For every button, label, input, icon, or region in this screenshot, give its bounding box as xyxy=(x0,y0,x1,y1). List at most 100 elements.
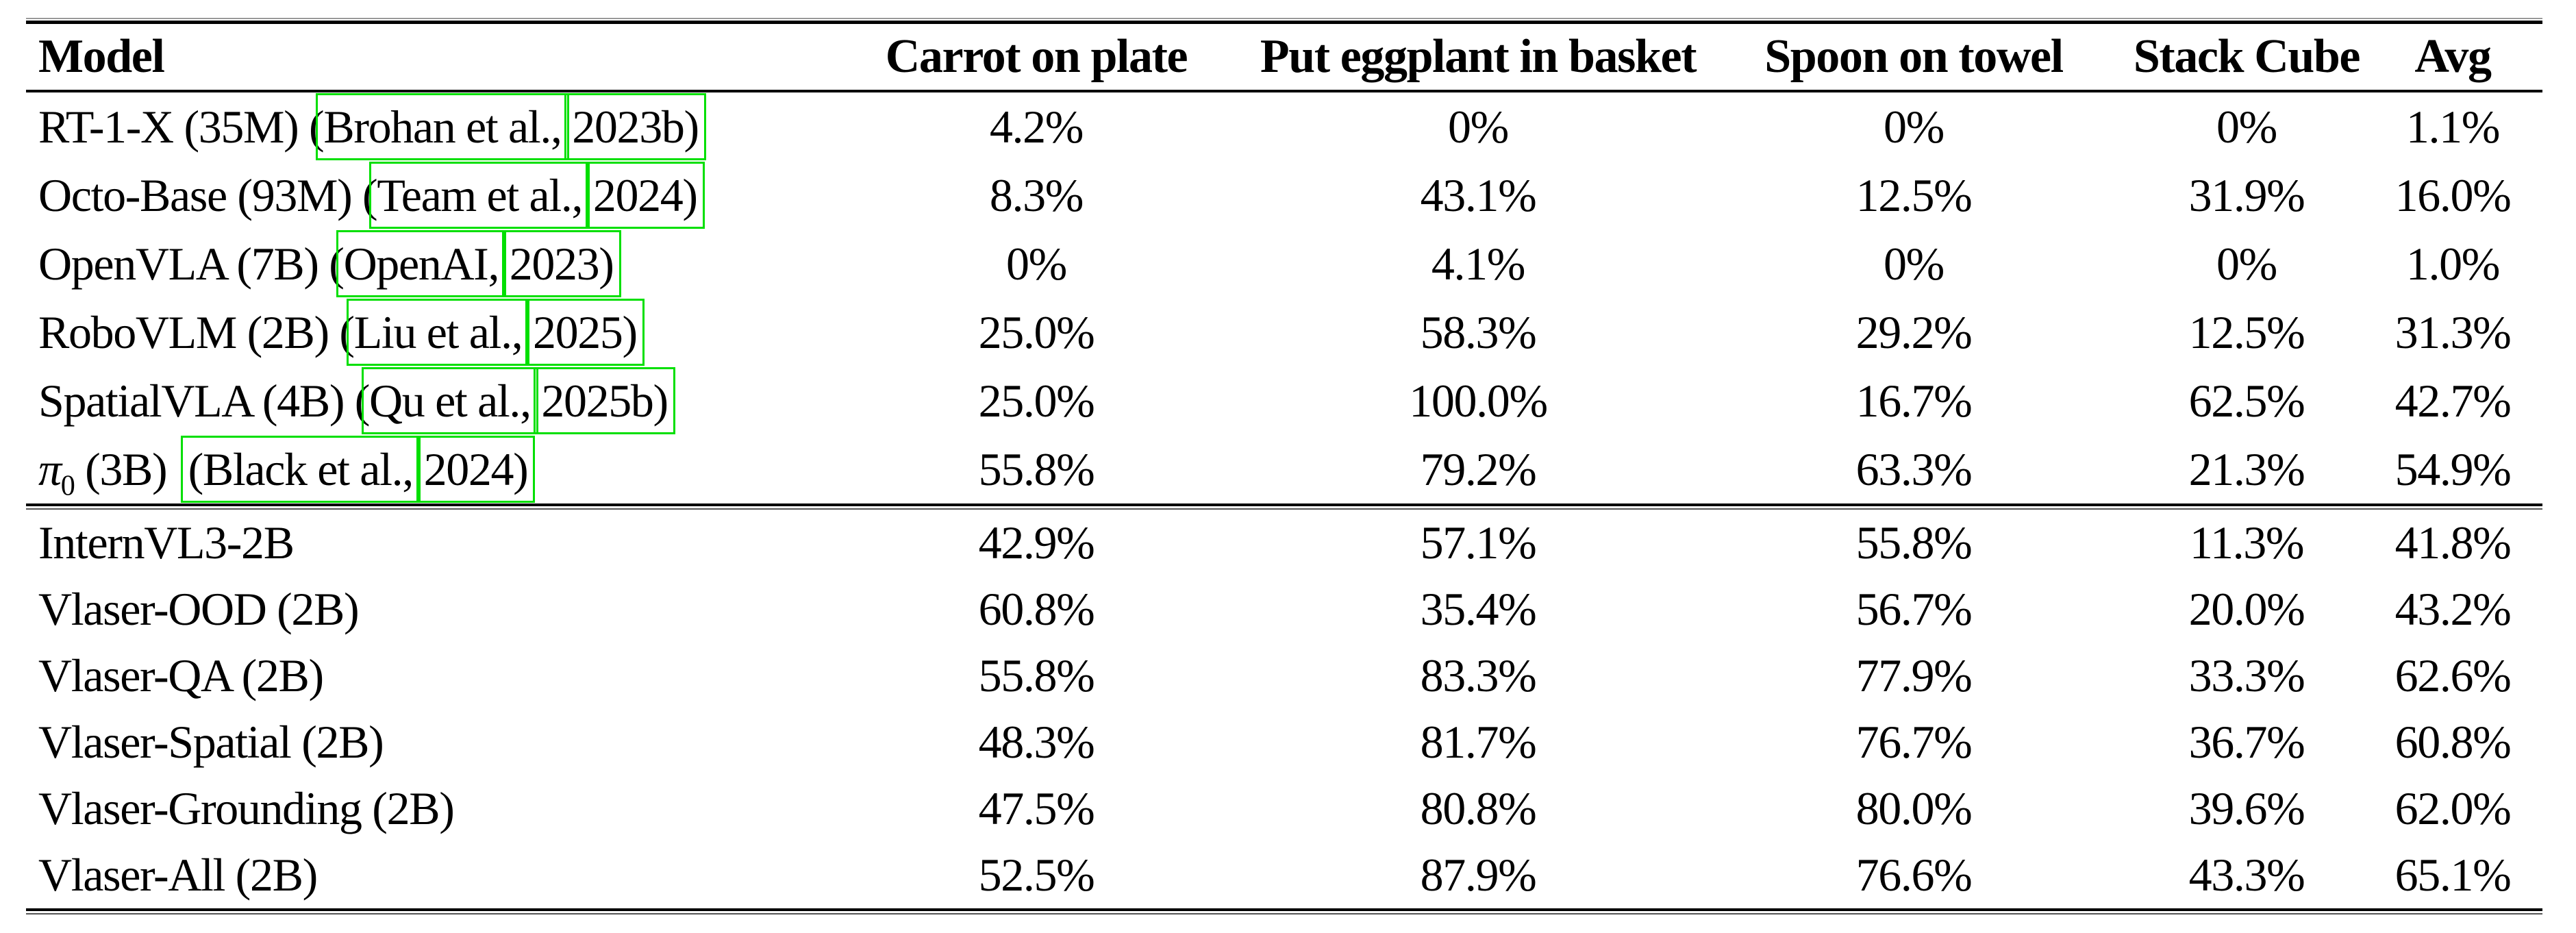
baseline-models-table: RT-1-X (35M) (Brohan et al., 2023b) 4.2%… xyxy=(26,92,2542,503)
header-row: Model Carrot on plate Put eggplant in ba… xyxy=(26,24,2542,90)
citation-year-link[interactable]: 2024) xyxy=(416,435,536,503)
model-name: π xyxy=(38,443,62,495)
citation-year-link[interactable]: 2023b) xyxy=(564,92,706,160)
model-cell: RoboVLM (2B) (Liu et al., 2025) xyxy=(38,298,645,366)
value-cell: 0% xyxy=(1884,100,1944,153)
value-cell: 0% xyxy=(1006,237,1067,290)
table-row: OpenVLA (7B) (OpenAI, 2023) 0% 4.1% 0% 0… xyxy=(26,229,2542,298)
model-cell: RT-1-X (35M) (Brohan et al., 2023b) xyxy=(38,92,706,160)
table-row: Octo-Base (93M) (Team et al., 2024) 8.3%… xyxy=(26,161,2542,229)
table-row: RoboVLM (2B) (Liu et al., 2025) 25.0% 58… xyxy=(26,298,2542,366)
column-header-stack-cube: Stack Cube xyxy=(2133,30,2361,83)
citation-year-link[interactable]: 2023) xyxy=(501,229,621,297)
vlaser-models-table: InternVL3-2B 42.9% 57.1% 55.8% 11.3% 41.… xyxy=(26,510,2542,908)
value-cell: 16.7% xyxy=(1855,374,1973,427)
model-name: Vlaser-All (2B) xyxy=(38,849,318,901)
column-header-put-eggplant-in-basket: Put eggplant in basket xyxy=(1260,30,1697,83)
table-row: RT-1-X (35M) (Brohan et al., 2023b) 4.2%… xyxy=(26,92,2542,161)
table-row: Vlaser-QA (2B) 55.8% 83.3% 77.9% 33.3% 6… xyxy=(26,643,2542,709)
citation-year-link[interactable]: 2025) xyxy=(525,298,645,366)
model-cell: SpatialVLA (4B) (Qu et al., 2025b) xyxy=(38,366,675,434)
value-cell: 54.9% xyxy=(2394,443,2512,495)
value-cell: 25.0% xyxy=(978,374,1095,427)
value-cell: 4.1% xyxy=(1431,237,1526,290)
model-name: Vlaser-Spatial (2B) xyxy=(38,716,384,768)
value-cell: 56.7% xyxy=(1855,583,1973,635)
value-cell: 0% xyxy=(2216,237,2277,290)
citation-year-link[interactable]: 2025b) xyxy=(534,366,675,434)
value-cell: 60.8% xyxy=(2394,716,2512,768)
model-name: SpatialVLA (4B) xyxy=(38,374,345,427)
value-cell: 55.8% xyxy=(1855,517,1973,569)
value-cell: 48.3% xyxy=(978,716,1095,768)
value-cell: 58.3% xyxy=(1420,306,1537,358)
value-cell: 87.9% xyxy=(1420,849,1537,901)
value-cell: 79.2% xyxy=(1420,443,1537,495)
value-cell: 62.6% xyxy=(2394,649,2512,701)
value-cell: 77.9% xyxy=(1855,649,1973,701)
model-subscript: 0 xyxy=(60,469,75,502)
value-cell: 11.3% xyxy=(2189,517,2305,569)
value-cell: 52.5% xyxy=(978,849,1095,901)
table-row: π0 (3B) (Black et al., 2024) 55.8% 79.2%… xyxy=(26,435,2542,503)
value-cell: 0% xyxy=(2216,100,2277,153)
table-row: Vlaser-All (2B) 52.5% 87.9% 76.6% 43.3% … xyxy=(26,842,2542,908)
mid-rule xyxy=(26,503,2542,510)
citation-author-link[interactable]: OpenAI, xyxy=(336,229,507,297)
value-cell: 62.5% xyxy=(2188,374,2305,427)
value-cell: 42.9% xyxy=(978,517,1095,569)
results-table: Model Carrot on plate Put eggplant in ba… xyxy=(26,0,2542,915)
value-cell: 29.2% xyxy=(1855,306,1973,358)
citation-author-link[interactable]: (Black et al., xyxy=(180,435,421,503)
value-cell: 76.7% xyxy=(1855,716,1973,768)
value-cell: 0% xyxy=(1448,100,1509,153)
model-name: RT-1-X (35M) xyxy=(38,100,299,153)
value-cell: 55.8% xyxy=(978,649,1095,701)
column-header-model: Model xyxy=(38,30,165,83)
value-cell: 0% xyxy=(1884,237,1944,290)
value-cell: 12.5% xyxy=(2188,306,2305,358)
model-cell: Vlaser-OOD (2B) xyxy=(26,576,814,643)
model-cell: OpenVLA (7B) (OpenAI, 2023) xyxy=(38,229,621,297)
value-cell: 16.0% xyxy=(2394,169,2512,221)
value-cell: 83.3% xyxy=(1420,649,1537,701)
value-cell: 43.1% xyxy=(1420,169,1537,221)
table-row: InternVL3-2B 42.9% 57.1% 55.8% 11.3% 41.… xyxy=(26,510,2542,576)
value-cell: 57.1% xyxy=(1420,517,1537,569)
top-rule xyxy=(26,18,2542,24)
header-rule xyxy=(26,90,2542,92)
citation-year-link[interactable]: 2024) xyxy=(585,161,705,229)
value-cell: 12.5% xyxy=(1855,169,1973,221)
value-cell: 81.7% xyxy=(1420,716,1537,768)
model-name: Vlaser-Grounding (2B) xyxy=(38,782,455,834)
table-row: SpatialVLA (4B) (Qu et al., 2025b) 25.0%… xyxy=(26,366,2542,435)
model-cell: π0 (3B) (Black et al., 2024) xyxy=(38,435,536,503)
value-cell: 31.3% xyxy=(2394,306,2512,358)
value-cell: 41.8% xyxy=(2394,517,2512,569)
header-table: Model Carrot on plate Put eggplant in ba… xyxy=(26,24,2542,90)
value-cell: 4.2% xyxy=(989,100,1084,153)
value-cell: 36.7% xyxy=(2188,716,2305,768)
model-cell: Vlaser-QA (2B) xyxy=(26,643,814,709)
value-cell: 35.4% xyxy=(1420,583,1537,635)
value-cell: 76.6% xyxy=(1855,849,1973,901)
model-name: InternVL3-2B xyxy=(38,517,295,569)
citation-author-link[interactable]: Team et al., xyxy=(369,161,590,229)
bottom-rule xyxy=(26,908,2542,915)
value-cell: 80.8% xyxy=(1420,782,1537,834)
value-cell: 20.0% xyxy=(2188,583,2305,635)
citation-author-link[interactable]: Liu et al., xyxy=(346,298,530,366)
model-cell: Vlaser-Spatial (2B) xyxy=(26,709,814,775)
citation-author-link[interactable]: Brohan et al., xyxy=(316,92,569,160)
value-cell: 42.7% xyxy=(2394,374,2512,427)
value-cell: 1.1% xyxy=(2405,100,2501,153)
table-row: Vlaser-Spatial (2B) 48.3% 81.7% 76.7% 36… xyxy=(26,709,2542,775)
citation-author-link[interactable]: Qu et al., xyxy=(362,366,538,434)
model-cell: InternVL3-2B xyxy=(26,510,814,576)
model-name: Vlaser-OOD (2B) xyxy=(38,583,360,635)
column-header-spoon-on-towel: Spoon on towel xyxy=(1764,30,2064,83)
value-cell: 39.6% xyxy=(2188,782,2305,834)
column-header-avg: Avg xyxy=(2414,30,2492,83)
model-cell: Vlaser-All (2B) xyxy=(26,842,814,908)
value-cell: 60.8% xyxy=(978,583,1095,635)
